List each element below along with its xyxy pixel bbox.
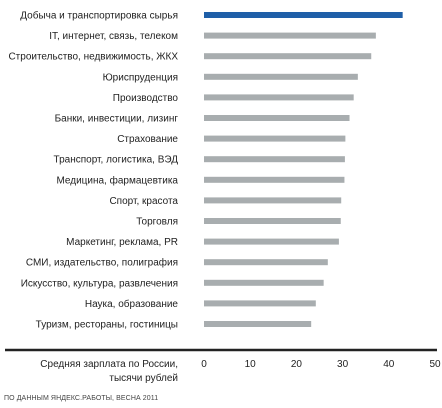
x-tick-0: 0: [201, 359, 207, 370]
bar-7: [204, 156, 345, 163]
x-tick-2: 20: [291, 359, 303, 370]
category-label-3: Юриспруденция: [103, 72, 178, 83]
category-label-8: Медицина, фармацевтика: [56, 174, 178, 186]
bar-10: [204, 218, 341, 224]
bar-8: [204, 176, 345, 183]
category-label-7: Транспорт, логистика, ВЭД: [54, 155, 179, 166]
x-tick-1: 10: [245, 359, 257, 370]
category-labels-group: Добыча и транспортировка сырья IT, интерн…: [8, 10, 178, 331]
bar-9: [204, 197, 342, 204]
bar-15: [204, 321, 312, 327]
category-label-11: Маркетинг, реклама, PR: [66, 237, 178, 248]
category-label-1: IT, интернет, связь, телеком: [49, 31, 178, 42]
category-label-13: Искусство, культура, развлечения: [21, 278, 178, 289]
source-note: ПО ДАННЫМ ЯНДЕКС.РАБОТЫ, ВЕСНА 2011: [4, 395, 159, 402]
category-label-9: Спорт, красота: [109, 196, 178, 207]
bar-0: [204, 12, 403, 18]
bar-6: [204, 135, 346, 142]
category-label-12: СМИ, издательство, полиграфия: [26, 257, 178, 269]
x-tick-3: 30: [337, 359, 349, 370]
bars-group: [204, 12, 403, 327]
category-label-5: Банки, инвестиции, лизинг: [55, 114, 179, 125]
x-tick-5: 50: [429, 359, 441, 370]
category-label-0: Добыча и транспортировка сырья: [20, 10, 178, 22]
bar-1: [204, 32, 376, 39]
bar-12: [204, 259, 328, 266]
category-label-6: Страхование: [117, 134, 178, 145]
category-label-14: Наука, образование: [85, 298, 179, 310]
bar-11: [204, 238, 339, 245]
category-label-10: Торговля: [136, 217, 178, 228]
bar-5: [204, 115, 350, 121]
bar-13: [204, 279, 324, 286]
x-axis-label-line-2: тысячи рублей: [109, 372, 178, 384]
x-axis-label-line-1: Средняя зарплата по России,: [40, 359, 178, 370]
x-ticks-group: 0 10 20 30 40 50: [201, 359, 441, 370]
category-label-15: Туризм, рестораны, гостиницы: [36, 320, 178, 331]
bar-14: [204, 300, 316, 307]
x-tick-4: 40: [383, 359, 395, 370]
category-label-4: Производство: [113, 93, 179, 104]
category-label-2: Строительство, недвижимость, ЖКХ: [8, 52, 178, 63]
bar-2: [204, 53, 372, 60]
bar-3: [204, 73, 358, 80]
bar-4: [204, 94, 354, 101]
